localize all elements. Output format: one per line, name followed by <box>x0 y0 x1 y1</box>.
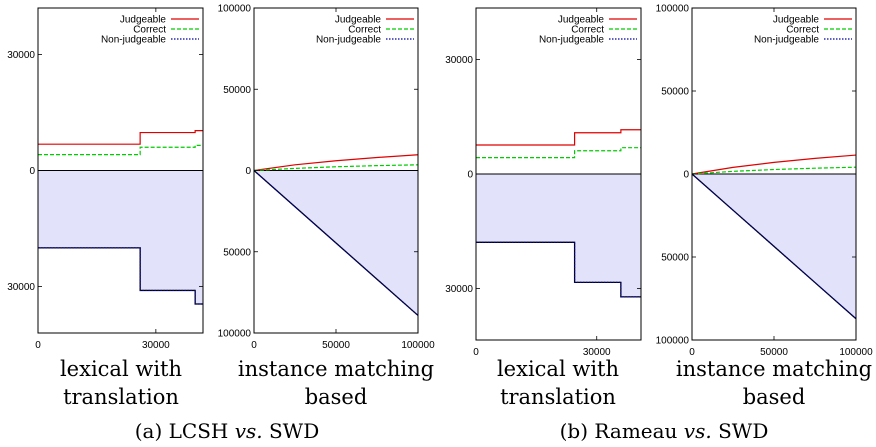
legend-entry-label: Non-judgeable <box>316 35 381 46</box>
legend-entry-label: Non-judgeable <box>754 35 819 46</box>
series-line-2 <box>476 241 641 298</box>
x-axis-label: instance matching <box>238 357 434 381</box>
x-axis-label: lexical with <box>60 357 182 381</box>
y-tick-label: 100000 <box>218 329 252 340</box>
x-axis-label: instance matching <box>676 357 872 381</box>
x-tick-label: 0 <box>251 340 257 351</box>
legend-entry-label: Correct <box>786 25 819 36</box>
caption-vs: vs. <box>235 419 263 443</box>
y-tick-label: 30000 <box>7 50 35 61</box>
x-tick-label: 30000 <box>142 340 170 351</box>
series-line-0 <box>476 129 641 146</box>
y-tick-label: 100000 <box>656 4 690 15</box>
series-line-0 <box>253 154 419 172</box>
legend-entry-label: Non-judgeable <box>101 35 166 46</box>
x-tick-label: 0 <box>35 340 41 351</box>
chart-panel-b-left: 30000 0 30000 0 30000 JudgeableCorrectNon-jud… <box>445 7 642 409</box>
y-tick-label: 30000 <box>445 284 473 295</box>
x-tick-label: 0 <box>689 347 695 358</box>
x-tick-label: 50000 <box>322 340 350 351</box>
y-tick-label: 0 <box>467 170 473 181</box>
caption-vs: vs. <box>684 419 712 443</box>
legend-entry-label: Judgeable <box>335 15 382 26</box>
legend-entry-label: Correct <box>133 25 166 36</box>
legend-entry-label: Non-judgeable <box>539 35 604 46</box>
y-tick-label: 100000 <box>656 336 690 347</box>
legend-entry-label: Correct <box>571 25 604 36</box>
y-tick-label: 50000 <box>223 85 251 96</box>
x-tick-label: 0 <box>473 347 479 358</box>
series-line-1 <box>476 147 641 159</box>
series-fill-2 <box>476 174 641 297</box>
y-tick-label: 0 <box>245 166 251 177</box>
y-tick-label: 50000 <box>661 87 689 98</box>
caption-label: (a) LCSH <box>135 419 235 443</box>
y-tick-label: 30000 <box>445 55 473 66</box>
y-tick-label: 50000 <box>223 247 251 258</box>
x-axis-label: lexical with <box>497 357 619 381</box>
legend-entry-label: Correct <box>348 25 381 36</box>
legend-entry-label: Judgeable <box>120 15 167 26</box>
chart-panel-a-left: 30000 0 30000 0 30000 JudgeableCorrectNon-jud… <box>7 7 204 409</box>
x-axis-label: based <box>305 385 368 409</box>
y-tick-label: 30000 <box>7 282 35 293</box>
series-line-1 <box>691 166 857 175</box>
caption-label: (b) Rameau <box>560 419 684 443</box>
caption-rest: SWD <box>712 419 769 443</box>
series-line-2 <box>38 247 203 305</box>
y-tick-label: 50000 <box>661 253 689 264</box>
series-line-1 <box>253 164 419 172</box>
x-axis-label: based <box>743 385 806 409</box>
series-fill-2 <box>38 170 203 304</box>
series-line-0 <box>691 154 857 175</box>
x-tick-label: 50000 <box>760 347 788 358</box>
x-tick-label: 100000 <box>401 340 435 351</box>
series-line-2 <box>691 173 857 320</box>
x-axis-label: translation <box>500 385 616 409</box>
caption-rest: SWD <box>263 419 320 443</box>
legend-entry-label: Judgeable <box>558 15 605 26</box>
subfigure-caption: (a) LCSH vs. SWD <box>135 419 320 443</box>
series-line-1 <box>38 144 203 156</box>
x-tick-label: 30000 <box>583 347 611 358</box>
legend-entry-label: Judgeable <box>773 15 820 26</box>
subfigure-caption: (b) Rameau vs. SWD <box>560 419 769 443</box>
y-tick-label: 0 <box>683 170 689 181</box>
series-line-2 <box>253 170 419 316</box>
series-line-0 <box>38 130 203 145</box>
y-tick-label: 0 <box>29 166 35 177</box>
x-axis-label: translation <box>63 385 179 409</box>
x-tick-label: 100000 <box>839 347 873 358</box>
y-tick-label: 100000 <box>218 4 252 15</box>
